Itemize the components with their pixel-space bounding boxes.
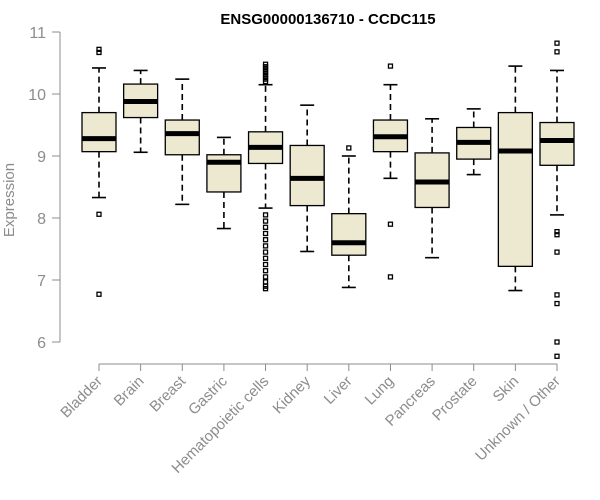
outlier-point <box>554 300 560 307</box>
y-tick-label: 6 <box>37 335 46 352</box>
outlier-point <box>96 46 102 53</box>
outlier-point <box>262 274 269 280</box>
outlier-point <box>96 211 102 217</box>
outlier-point <box>96 291 102 297</box>
box-7 <box>331 145 367 289</box>
outlier-point <box>262 249 269 255</box>
x-tick-label: Bladder <box>57 373 106 422</box>
outlier-point <box>262 78 269 85</box>
box-5 <box>247 61 284 292</box>
y-tick-label: 7 <box>37 273 46 290</box>
box-4 <box>206 136 242 230</box>
box-rect <box>289 144 325 207</box>
y-tick-label: 11 <box>29 25 46 42</box>
box-3 <box>164 78 200 206</box>
outlier-point <box>262 224 269 230</box>
outlier-point <box>262 212 269 218</box>
y-tick-label: 9 <box>37 149 46 166</box>
box-rect <box>81 111 117 153</box>
outlier-point <box>387 274 394 280</box>
x-tick-label: Prostate <box>429 373 481 425</box>
x-tick-label: Brain <box>111 373 148 410</box>
box-rect <box>497 111 534 268</box>
box-8 <box>372 63 409 280</box>
box-9 <box>414 118 450 259</box>
outlier-point <box>554 249 560 255</box>
outlier-point <box>96 49 102 56</box>
outlier-point <box>262 218 269 224</box>
box-2 <box>122 69 159 154</box>
outlier-point <box>262 243 269 249</box>
x-tick-label: Liver <box>321 373 356 408</box>
outlier-point <box>262 279 269 285</box>
y-axis: 6 7 8 9 10 11 <box>28 25 61 352</box>
outlier-point <box>554 292 560 298</box>
box-1 <box>81 46 117 297</box>
box-6 <box>289 104 325 253</box>
x-tick-label: Kidney <box>270 372 315 417</box>
outlier-point <box>554 339 560 345</box>
outlier-point <box>554 49 560 55</box>
outlier-point <box>387 63 394 69</box>
outlier-point <box>262 255 269 261</box>
box-group <box>81 40 575 359</box>
outlier-point <box>262 261 269 268</box>
outlier-point <box>262 237 269 243</box>
box-12 <box>539 40 575 359</box>
chart-title: ENSG00000136710 - CCDC115 <box>220 11 435 28</box>
outlier-point <box>262 268 269 274</box>
outlier-point <box>262 286 269 292</box>
y-tick-label: 10 <box>28 87 46 104</box>
y-tick-label: 8 <box>37 211 46 228</box>
box-rect <box>539 121 575 166</box>
x-tick-label: Skin <box>490 373 523 406</box>
x-tick-label: Lung <box>362 373 398 409</box>
outlier-point <box>346 145 352 151</box>
box-rect <box>331 213 367 256</box>
outlier-point <box>554 228 560 235</box>
box-10 <box>456 108 492 176</box>
outlier-point <box>554 232 560 238</box>
outlier-point <box>554 353 560 359</box>
outlier-point <box>262 230 269 237</box>
y-axis-label: Expression <box>1 163 18 237</box>
box-11 <box>497 65 534 292</box>
box-rect <box>164 119 200 156</box>
x-tick-label: Breast <box>146 372 189 415</box>
outlier-point <box>554 40 560 46</box>
outlier-point <box>387 221 394 227</box>
